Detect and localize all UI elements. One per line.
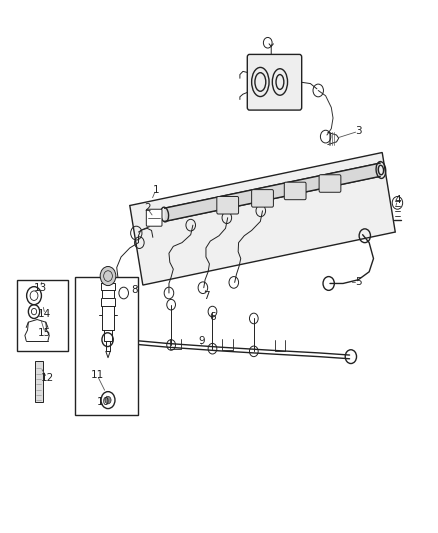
FancyBboxPatch shape bbox=[252, 190, 273, 207]
Text: 11: 11 bbox=[91, 370, 104, 380]
Text: 15: 15 bbox=[38, 328, 52, 338]
Text: 6: 6 bbox=[209, 312, 216, 322]
Text: 2: 2 bbox=[144, 203, 151, 213]
Polygon shape bbox=[130, 152, 395, 285]
Text: 7: 7 bbox=[203, 290, 209, 301]
Text: 9: 9 bbox=[198, 336, 205, 346]
Text: 14: 14 bbox=[38, 309, 52, 319]
Text: 1: 1 bbox=[152, 184, 159, 195]
FancyBboxPatch shape bbox=[319, 175, 341, 192]
Text: 4: 4 bbox=[394, 195, 401, 205]
Text: 10: 10 bbox=[97, 397, 110, 407]
Polygon shape bbox=[165, 163, 380, 221]
FancyBboxPatch shape bbox=[74, 277, 138, 415]
FancyBboxPatch shape bbox=[17, 280, 68, 351]
Text: 8: 8 bbox=[131, 285, 138, 295]
Text: 3: 3 bbox=[355, 126, 362, 136]
Circle shape bbox=[100, 266, 116, 286]
FancyBboxPatch shape bbox=[247, 54, 302, 110]
Circle shape bbox=[105, 397, 111, 404]
FancyBboxPatch shape bbox=[146, 209, 162, 226]
FancyBboxPatch shape bbox=[284, 182, 306, 200]
Text: 5: 5 bbox=[355, 277, 362, 287]
FancyBboxPatch shape bbox=[35, 361, 43, 402]
Text: 13: 13 bbox=[34, 282, 47, 293]
FancyBboxPatch shape bbox=[217, 197, 239, 214]
Text: 12: 12 bbox=[40, 373, 54, 383]
